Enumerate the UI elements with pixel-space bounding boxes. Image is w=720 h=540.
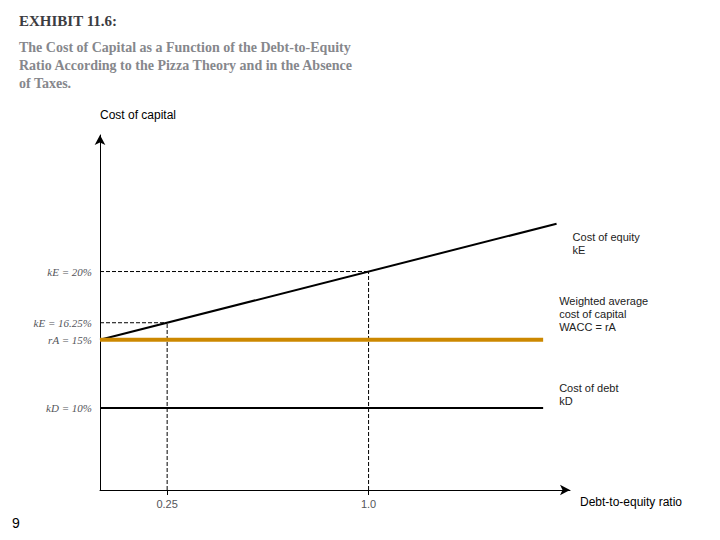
svg-text:kD: kD [559,395,573,407]
svg-text:kE = 16.25%: kE = 16.25% [34,317,92,329]
svg-text:of Taxes.: of Taxes. [19,76,71,91]
svg-text:The Cost of Capital as a Funct: The Cost of Capital as a Function of the… [19,40,351,55]
svg-text:Debt-to-equity ratio: Debt-to-equity ratio [580,495,682,509]
svg-text:Cost of equity: Cost of equity [573,231,641,243]
svg-text:WACC = rA: WACC = rA [559,321,616,333]
svg-text:Weighted average: Weighted average [559,295,648,307]
svg-text:kE: kE [573,244,586,256]
svg-text:1.0: 1.0 [361,498,376,510]
svg-text:0.25: 0.25 [156,498,177,510]
svg-text:EXHIBIT 11.6:: EXHIBIT 11.6: [19,13,117,29]
svg-text:kD = 10%: kD = 10% [46,402,92,414]
svg-text:Ratio According to the Pizza T: Ratio According to the Pizza Theory and … [19,58,352,73]
svg-text:Cost of debt: Cost of debt [559,382,618,394]
svg-text:9: 9 [12,515,20,531]
svg-text:kE = 20%: kE = 20% [47,266,92,278]
svg-text:cost of capital: cost of capital [559,308,626,320]
svg-text:Cost of capital: Cost of capital [100,108,176,122]
svg-text:rA = 15%: rA = 15% [48,334,92,346]
